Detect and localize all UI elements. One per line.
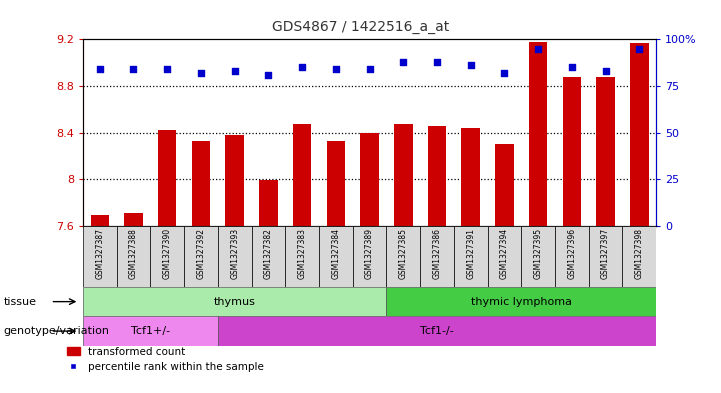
Point	[532, 46, 544, 52]
Bar	[184, 226, 218, 287]
Text: genotype/variation: genotype/variation	[4, 326, 110, 336]
Bar	[521, 226, 555, 287]
Text: thymic lymphoma: thymic lymphoma	[471, 297, 572, 307]
Bar	[454, 226, 487, 287]
Text: GSM1327384: GSM1327384	[331, 228, 340, 279]
Bar	[528, 42, 547, 226]
Point	[397, 59, 409, 65]
Text: GDS4867 / 1422516_a_at: GDS4867 / 1422516_a_at	[272, 20, 449, 34]
Bar	[461, 128, 480, 226]
Text: GSM1327389: GSM1327389	[365, 228, 374, 279]
Text: GSM1327391: GSM1327391	[466, 228, 475, 279]
Text: Tcf1+/-: Tcf1+/-	[131, 326, 170, 336]
Bar	[124, 213, 143, 226]
Text: GSM1327393: GSM1327393	[230, 228, 239, 279]
Point	[296, 64, 308, 70]
Bar	[259, 180, 278, 226]
Bar	[495, 144, 513, 226]
Point	[499, 70, 510, 76]
Text: GSM1327385: GSM1327385	[399, 228, 408, 279]
Text: GSM1327396: GSM1327396	[567, 228, 576, 279]
Bar	[83, 316, 218, 346]
Bar	[386, 287, 656, 316]
Bar	[192, 141, 211, 226]
Bar	[394, 125, 412, 226]
Bar	[327, 141, 345, 226]
Bar	[83, 226, 117, 287]
Point	[330, 66, 342, 72]
Point	[364, 66, 376, 72]
Bar	[218, 316, 656, 346]
Point	[162, 66, 173, 72]
Text: thymus: thymus	[213, 297, 255, 307]
Point	[262, 72, 274, 78]
Bar	[562, 77, 581, 226]
Text: GSM1327386: GSM1327386	[433, 228, 441, 279]
Text: GSM1327383: GSM1327383	[298, 228, 306, 279]
Bar	[286, 226, 319, 287]
Bar	[83, 287, 386, 316]
Text: Tcf1-/-: Tcf1-/-	[420, 326, 454, 336]
Text: GSM1327390: GSM1327390	[163, 228, 172, 279]
Text: GSM1327395: GSM1327395	[534, 228, 543, 279]
Bar	[151, 226, 184, 287]
Bar	[588, 226, 622, 287]
Text: GSM1327398: GSM1327398	[634, 228, 644, 279]
Text: tissue: tissue	[4, 297, 37, 307]
Bar	[622, 226, 656, 287]
Bar	[386, 226, 420, 287]
Point	[600, 68, 611, 74]
Point	[94, 66, 105, 72]
Text: GSM1327387: GSM1327387	[95, 228, 105, 279]
Bar	[91, 215, 109, 226]
Text: GSM1327397: GSM1327397	[601, 228, 610, 279]
Point	[431, 59, 443, 65]
Bar	[428, 126, 446, 226]
Point	[566, 64, 578, 70]
Bar	[158, 130, 177, 226]
Bar	[420, 226, 454, 287]
Bar	[226, 135, 244, 226]
Bar	[487, 226, 521, 287]
Bar	[360, 132, 379, 226]
Point	[229, 68, 240, 74]
Text: GSM1327382: GSM1327382	[264, 228, 273, 279]
Text: GSM1327392: GSM1327392	[196, 228, 205, 279]
Legend: transformed count, percentile rank within the sample: transformed count, percentile rank withi…	[63, 342, 268, 376]
Bar	[252, 226, 286, 287]
Bar	[319, 226, 353, 287]
Bar	[596, 77, 615, 226]
Bar	[293, 125, 311, 226]
Bar	[117, 226, 151, 287]
Point	[128, 66, 139, 72]
Bar	[630, 43, 648, 226]
Point	[465, 62, 477, 69]
Bar	[353, 226, 386, 287]
Bar	[218, 226, 252, 287]
Text: GSM1327388: GSM1327388	[129, 228, 138, 279]
Text: GSM1327394: GSM1327394	[500, 228, 509, 279]
Point	[634, 46, 645, 52]
Bar	[555, 226, 588, 287]
Point	[195, 70, 207, 76]
